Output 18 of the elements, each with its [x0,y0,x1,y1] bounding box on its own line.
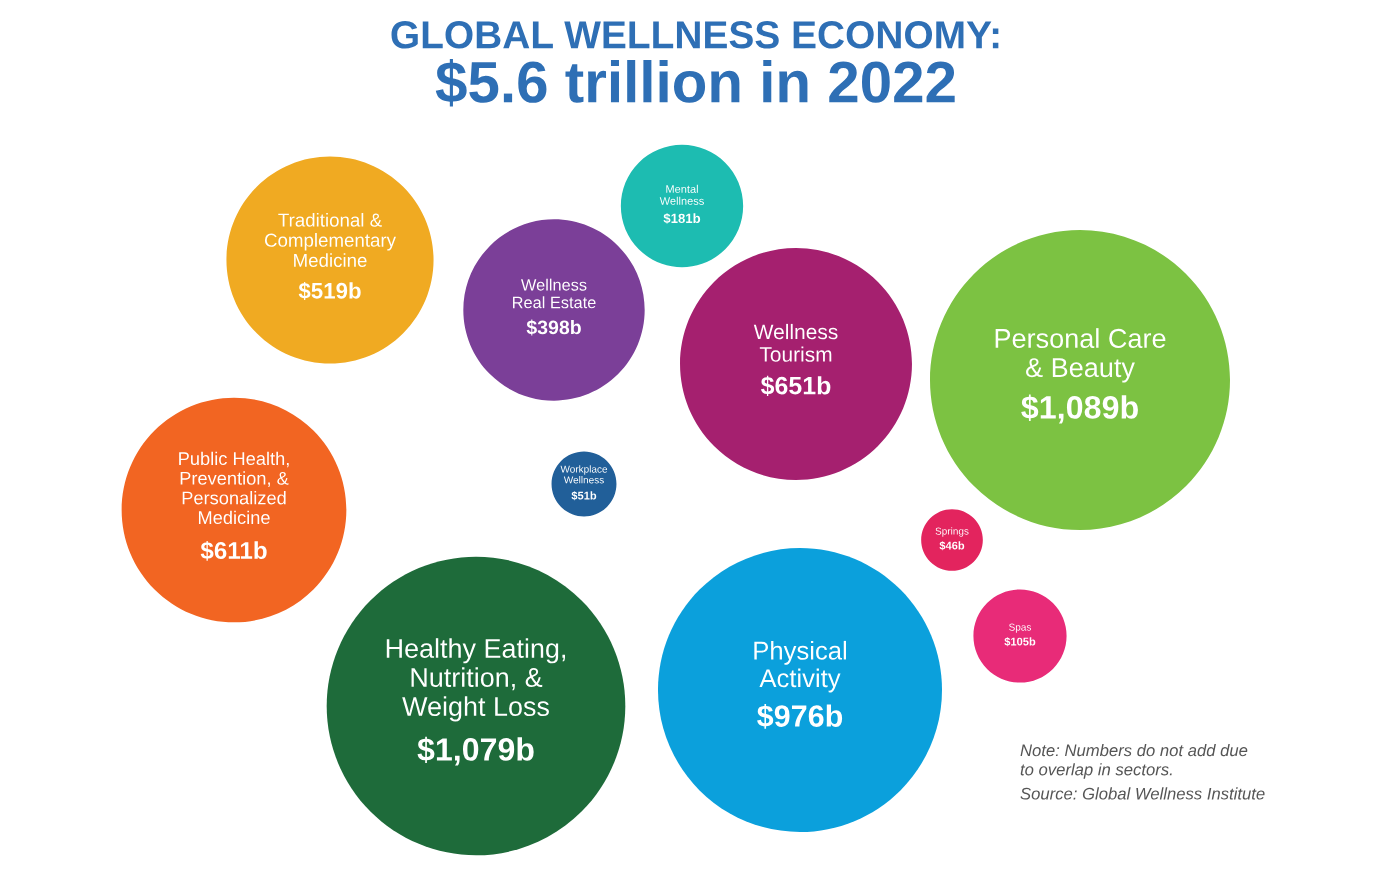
text: Note: Numbers do not add due to overlap in sectors. [1020,744,1248,779]
data-label: $1,079b [417,736,534,766]
data-label: $651b [760,375,831,397]
data-label: $976b [757,703,843,729]
text: GLOBAL WELLNESS ECONOMY: [391,21,999,49]
category-label: Wellness Real Estate [513,278,596,309]
category-label: Personal Care & Beauty [995,328,1166,383]
data-label: $611b [200,540,267,561]
data-label: $519b [298,281,361,301]
data-label: $398b [526,319,581,336]
category-label: Physical Activity [754,640,847,693]
data-label: $1,089b [1021,394,1138,424]
category-label: Traditional & Complementary Medicine [264,212,396,267]
category-label: Wellness Tourism [753,323,838,362]
source-note: Source: Global Wellness Institute [1020,787,1265,800]
category-label: Healthy Eating, Nutrition, & Weight Loss [386,638,565,722]
text: $5.6 trillion in 2022 [435,58,955,107]
category-label: Public Health, Prevention, & Personalized Medicine [179,451,289,525]
